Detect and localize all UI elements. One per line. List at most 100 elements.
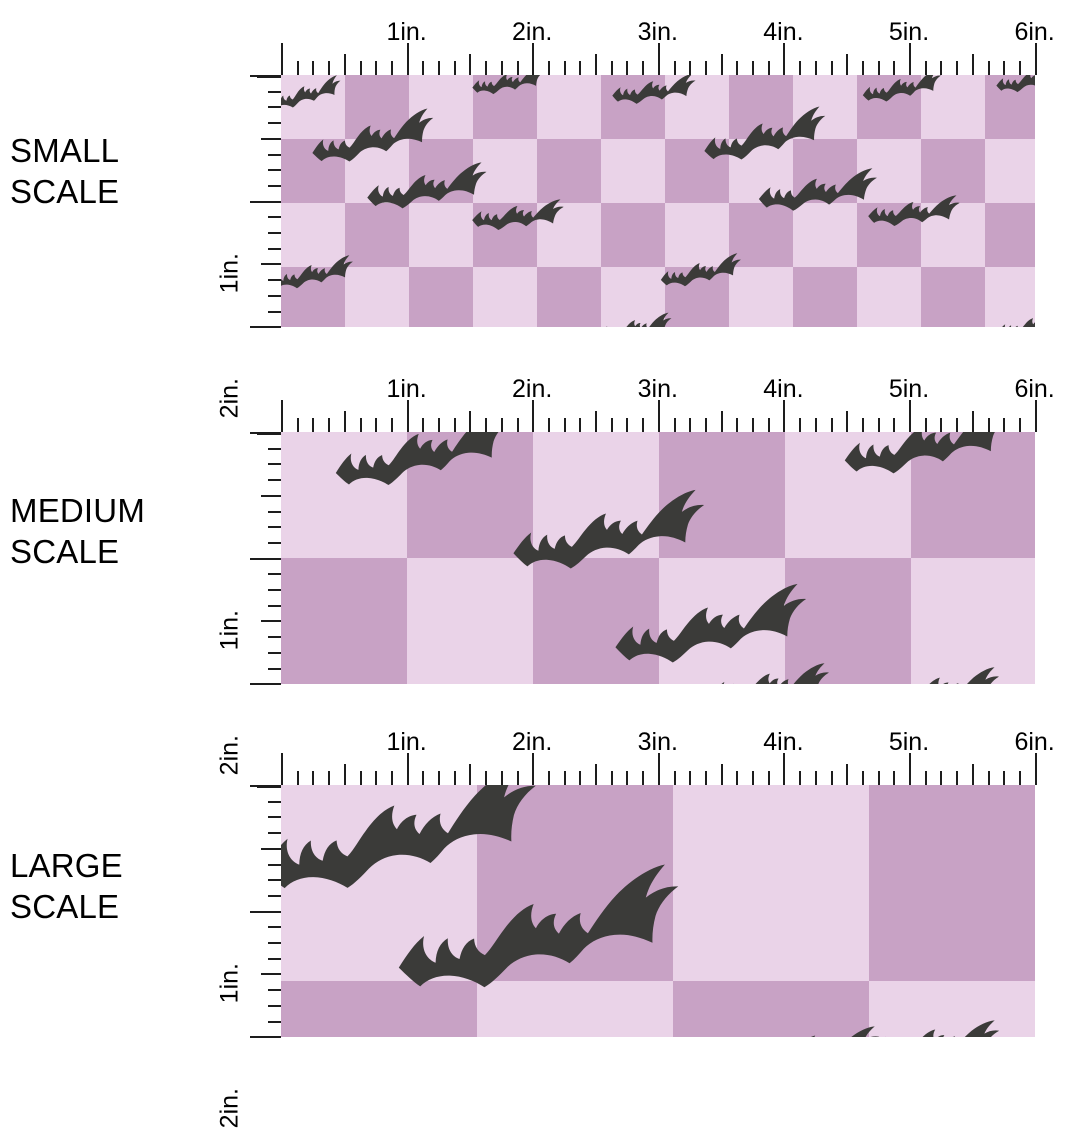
vertical-ruler-labels-small: 1in. 2in. bbox=[215, 75, 243, 419]
bat-silhouette bbox=[698, 98, 833, 170]
ruler-tick-medium bbox=[924, 418, 927, 432]
ruler-tick-v-medium bbox=[268, 604, 281, 607]
bat-silhouette bbox=[383, 845, 695, 1012]
ruler-tick-large bbox=[704, 771, 707, 785]
ruler-tick-v-small bbox=[250, 326, 281, 329]
ruler-tick-medium bbox=[579, 418, 582, 432]
ruler-tick-small bbox=[312, 61, 315, 75]
ruler-tick-large bbox=[689, 771, 692, 785]
ruler-tick-v-large bbox=[268, 957, 281, 960]
ruler-tick-large bbox=[799, 771, 802, 785]
ruler-tick-large bbox=[971, 764, 974, 785]
ruler-tick-medium bbox=[453, 418, 456, 432]
ruler-tick-large bbox=[328, 771, 331, 785]
ruler-tick-large bbox=[814, 771, 817, 785]
ruler-label-h-2in-large: 2in. bbox=[512, 728, 553, 756]
ruler-tick-small bbox=[704, 61, 707, 75]
ruler-tick-large bbox=[626, 771, 629, 785]
ruler-tick-medium bbox=[375, 418, 378, 432]
bat-silhouette bbox=[470, 194, 566, 235]
ruler-tick-medium bbox=[704, 418, 707, 432]
bat-silhouette bbox=[870, 1013, 1003, 1037]
ruler-tick-v-large bbox=[268, 863, 281, 866]
bat-silhouette bbox=[504, 477, 714, 584]
ruler-tick-medium bbox=[532, 400, 535, 432]
ruler-tick-medium bbox=[1034, 400, 1037, 432]
ruler-tick-v-large bbox=[261, 973, 281, 976]
ruler-tick-small bbox=[752, 61, 754, 75]
ruler-label-h-4in-large: 4in. bbox=[763, 728, 804, 756]
ruler-tick-v-medium bbox=[268, 479, 281, 482]
bat-motif-layer-medium bbox=[281, 432, 1035, 684]
horizontal-ruler-labels-small: 1in. 2in. 3in. 4in. 5in. 6in. bbox=[0, 19, 1080, 45]
ruler-tick-small bbox=[563, 61, 566, 75]
ruler-tick-large bbox=[438, 771, 440, 785]
ruler-label-h-3in-medium: 3in. bbox=[637, 375, 678, 403]
ruler-tick-v-small bbox=[268, 232, 281, 234]
ruler-tick-large bbox=[846, 764, 849, 785]
ruler-tick-large bbox=[547, 771, 550, 785]
ruler-label-h-5in-medium: 5in. bbox=[888, 375, 930, 403]
ruler-tick-v-medium bbox=[268, 541, 281, 544]
ruler-tick-large bbox=[375, 771, 378, 785]
ruler-tick-large bbox=[406, 753, 409, 785]
ruler-tick-large bbox=[752, 771, 754, 785]
ruler-tick-small bbox=[736, 61, 739, 75]
ruler-tick-large bbox=[987, 771, 990, 785]
ruler-tick-large bbox=[312, 771, 315, 785]
scale-caption-small: SMALL SCALE bbox=[10, 132, 120, 210]
ruler-tick-medium bbox=[940, 418, 943, 432]
ruler-tick-small bbox=[595, 54, 597, 75]
ruler-tick-large bbox=[1018, 771, 1021, 785]
ruler-tick-small bbox=[328, 61, 331, 75]
ruler-tick-small bbox=[343, 54, 346, 75]
ruler-tick-large bbox=[893, 771, 896, 785]
ruler-label-h-3in-large: 3in. bbox=[637, 728, 678, 756]
ruler-tick-small bbox=[956, 61, 959, 75]
ruler-tick-v-small bbox=[261, 137, 281, 140]
ruler-tick-medium bbox=[563, 418, 566, 432]
ruler-tick-large bbox=[516, 771, 519, 785]
bat-silhouette bbox=[866, 190, 962, 231]
ruler-tick-small bbox=[579, 61, 582, 75]
scale-panel-large: LARGE SCALE 1in. 2in. 3in. 4in. 5in. 6in. 1in. 2… bbox=[0, 728, 1080, 1129]
ruler-tick-medium bbox=[328, 418, 331, 432]
ruler-tick-large bbox=[924, 771, 927, 785]
ruler-tick-large bbox=[956, 771, 959, 785]
ruler-tick-v-medium bbox=[268, 573, 281, 576]
horizontal-ruler-large bbox=[0, 749, 1080, 788]
ruler-tick-v-large bbox=[250, 1036, 281, 1039]
horizontal-ruler-medium bbox=[0, 396, 1080, 435]
ruler-tick-medium bbox=[909, 400, 911, 432]
bat-silhouette bbox=[362, 155, 491, 217]
ruler-tick-medium bbox=[846, 411, 849, 432]
ruler-tick-small bbox=[1003, 61, 1006, 75]
ruler-tick-small bbox=[909, 43, 911, 75]
ruler-tick-small bbox=[359, 61, 362, 75]
ruler-tick-v-medium bbox=[268, 510, 281, 513]
ruler-label-v-1in-medium: 1in. bbox=[215, 609, 243, 650]
ruler-tick-medium bbox=[406, 400, 409, 432]
ruler-tick-large bbox=[485, 771, 488, 785]
ruler-tick-large bbox=[673, 771, 676, 785]
ruler-tick-v-medium bbox=[268, 636, 281, 639]
ruler-tick-medium bbox=[359, 418, 362, 432]
ruler-tick-medium bbox=[595, 411, 597, 432]
ruler-tick-origin-small bbox=[281, 43, 283, 75]
ruler-tick-v-large bbox=[268, 800, 281, 803]
scale-caption-large: LARGE SCALE bbox=[10, 847, 123, 925]
ruler-tick-v-small bbox=[250, 200, 281, 203]
ruler-tick-small bbox=[500, 61, 503, 75]
ruler-tick-small bbox=[720, 54, 723, 75]
ruler-tick-large bbox=[657, 753, 660, 785]
ruler-tick-small bbox=[861, 61, 864, 75]
ruler-label-h-5in-small: 5in. bbox=[888, 18, 930, 46]
ruler-tick-large bbox=[877, 771, 880, 785]
ruler-tick-v-medium bbox=[268, 651, 281, 654]
ruler-tick-v-small bbox=[268, 216, 281, 219]
bat-silhouette bbox=[993, 75, 1035, 97]
ruler-label-h-2in-medium: 2in. bbox=[512, 375, 553, 403]
ruler-tick-small bbox=[846, 54, 849, 75]
ruler-tick-large bbox=[563, 771, 566, 785]
ruler-label-v-1in-small: 1in. bbox=[215, 252, 243, 293]
